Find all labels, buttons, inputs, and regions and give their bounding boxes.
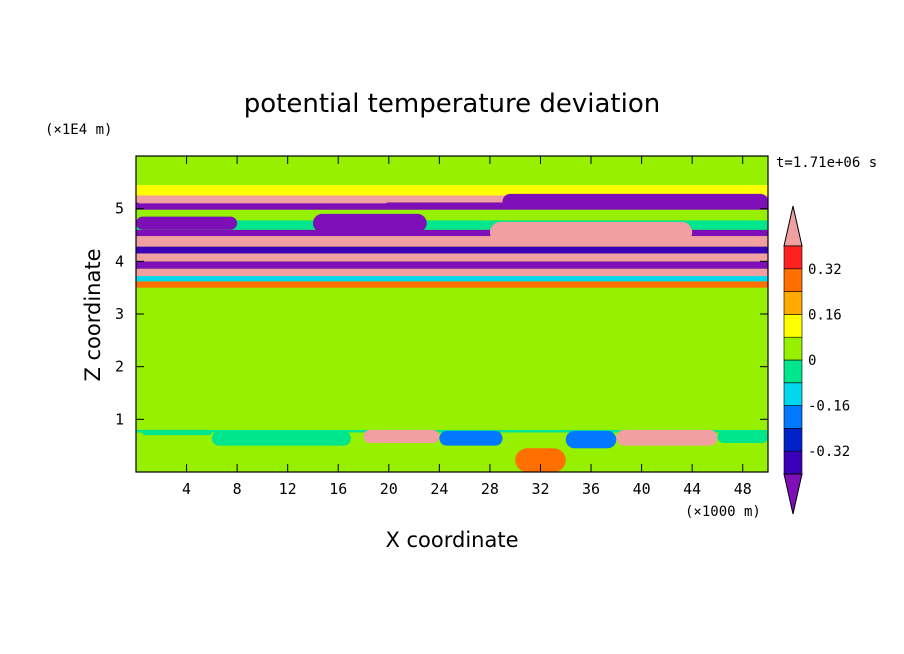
colorbar-box — [783, 450, 803, 475]
x-tick-label: 24 — [430, 480, 448, 498]
field-band — [136, 209, 768, 221]
field-feature — [211, 430, 351, 446]
x-tick-label: 8 — [233, 480, 242, 498]
field-band — [136, 398, 768, 430]
field-feature — [717, 430, 768, 444]
field-feature — [136, 195, 389, 204]
colorbar-box — [783, 359, 803, 384]
x-tick-label: 12 — [279, 480, 297, 498]
field-feature — [515, 448, 566, 472]
y-tick-label: 5 — [115, 200, 124, 218]
time-label: t=1.71e+06 s — [776, 155, 877, 171]
field-feature — [502, 193, 768, 209]
x-tick-label: 28 — [481, 480, 499, 498]
colorbar-box — [783, 245, 803, 270]
chart-title: potential temperature deviation — [244, 89, 660, 119]
field-band — [136, 268, 768, 277]
y-tick-label: 1 — [115, 410, 124, 428]
field-band — [136, 276, 768, 282]
x-unit-label: (×1000 m) — [685, 504, 761, 520]
field-band — [136, 253, 768, 262]
y-axis-label: Z coordinate — [81, 248, 105, 381]
colorbar-label: -0.32 — [808, 444, 850, 460]
colorbar-box — [783, 405, 803, 429]
x-tick-label: 48 — [734, 480, 752, 498]
y-tick-label: 3 — [115, 305, 124, 323]
colorbar-min-triangle — [783, 473, 803, 515]
field-band — [136, 156, 768, 185]
field-band — [136, 246, 768, 254]
field-band — [136, 261, 768, 269]
colorbar: 0.32 0.16 0 -0.16 -0.32 — [783, 205, 850, 515]
y-tick-label: 2 — [115, 358, 124, 376]
x-tick-label: 40 — [633, 480, 651, 498]
colorbar-box — [783, 382, 803, 406]
field-band — [136, 220, 768, 230]
y-tick-label: 4 — [115, 252, 124, 270]
field-band — [136, 184, 768, 196]
x-tick-label: 20 — [380, 480, 398, 498]
x-tick-label: 44 — [683, 480, 701, 498]
colorbar-label: 0.16 — [808, 307, 842, 323]
field-band — [136, 236, 768, 247]
field-band — [136, 281, 768, 288]
field-band — [136, 202, 768, 210]
field-band — [136, 453, 768, 472]
field-feature — [489, 221, 693, 243]
colorbar-label: 0 — [808, 353, 816, 369]
x-tick-label: 36 — [582, 480, 600, 498]
field-feature — [312, 213, 427, 233]
y-axis: 1 2 3 4 5 — [115, 200, 768, 428]
x-tick-label: 16 — [329, 480, 347, 498]
field-feature — [136, 216, 238, 230]
colorbar-label: 0.32 — [808, 262, 842, 278]
colorbar-box — [783, 428, 803, 452]
field-feature — [616, 429, 718, 446]
x-axis-label: X coordinate — [385, 528, 518, 552]
colorbar-label: -0.16 — [808, 399, 850, 415]
field-band — [136, 195, 768, 203]
y-unit-label: (×1E4 m) — [45, 122, 112, 138]
x-tick-label: 4 — [182, 480, 191, 498]
colorbar-box — [783, 336, 803, 361]
colorbar-box — [783, 314, 803, 338]
x-axis: 4 8 12 16 20 24 28 32 36 40 44 48 — [182, 156, 752, 498]
field-feature — [363, 429, 440, 444]
field-band — [136, 287, 768, 399]
field-band — [136, 229, 768, 237]
x-tick-label: 32 — [531, 480, 549, 498]
colorbar-box — [783, 291, 803, 315]
field-feature — [565, 430, 617, 449]
field-feature — [439, 430, 503, 446]
plot-area — [135, 155, 769, 473]
colorbar-max-triangle — [783, 205, 803, 247]
field-feature — [142, 429, 212, 436]
colorbar-box — [783, 268, 803, 292]
